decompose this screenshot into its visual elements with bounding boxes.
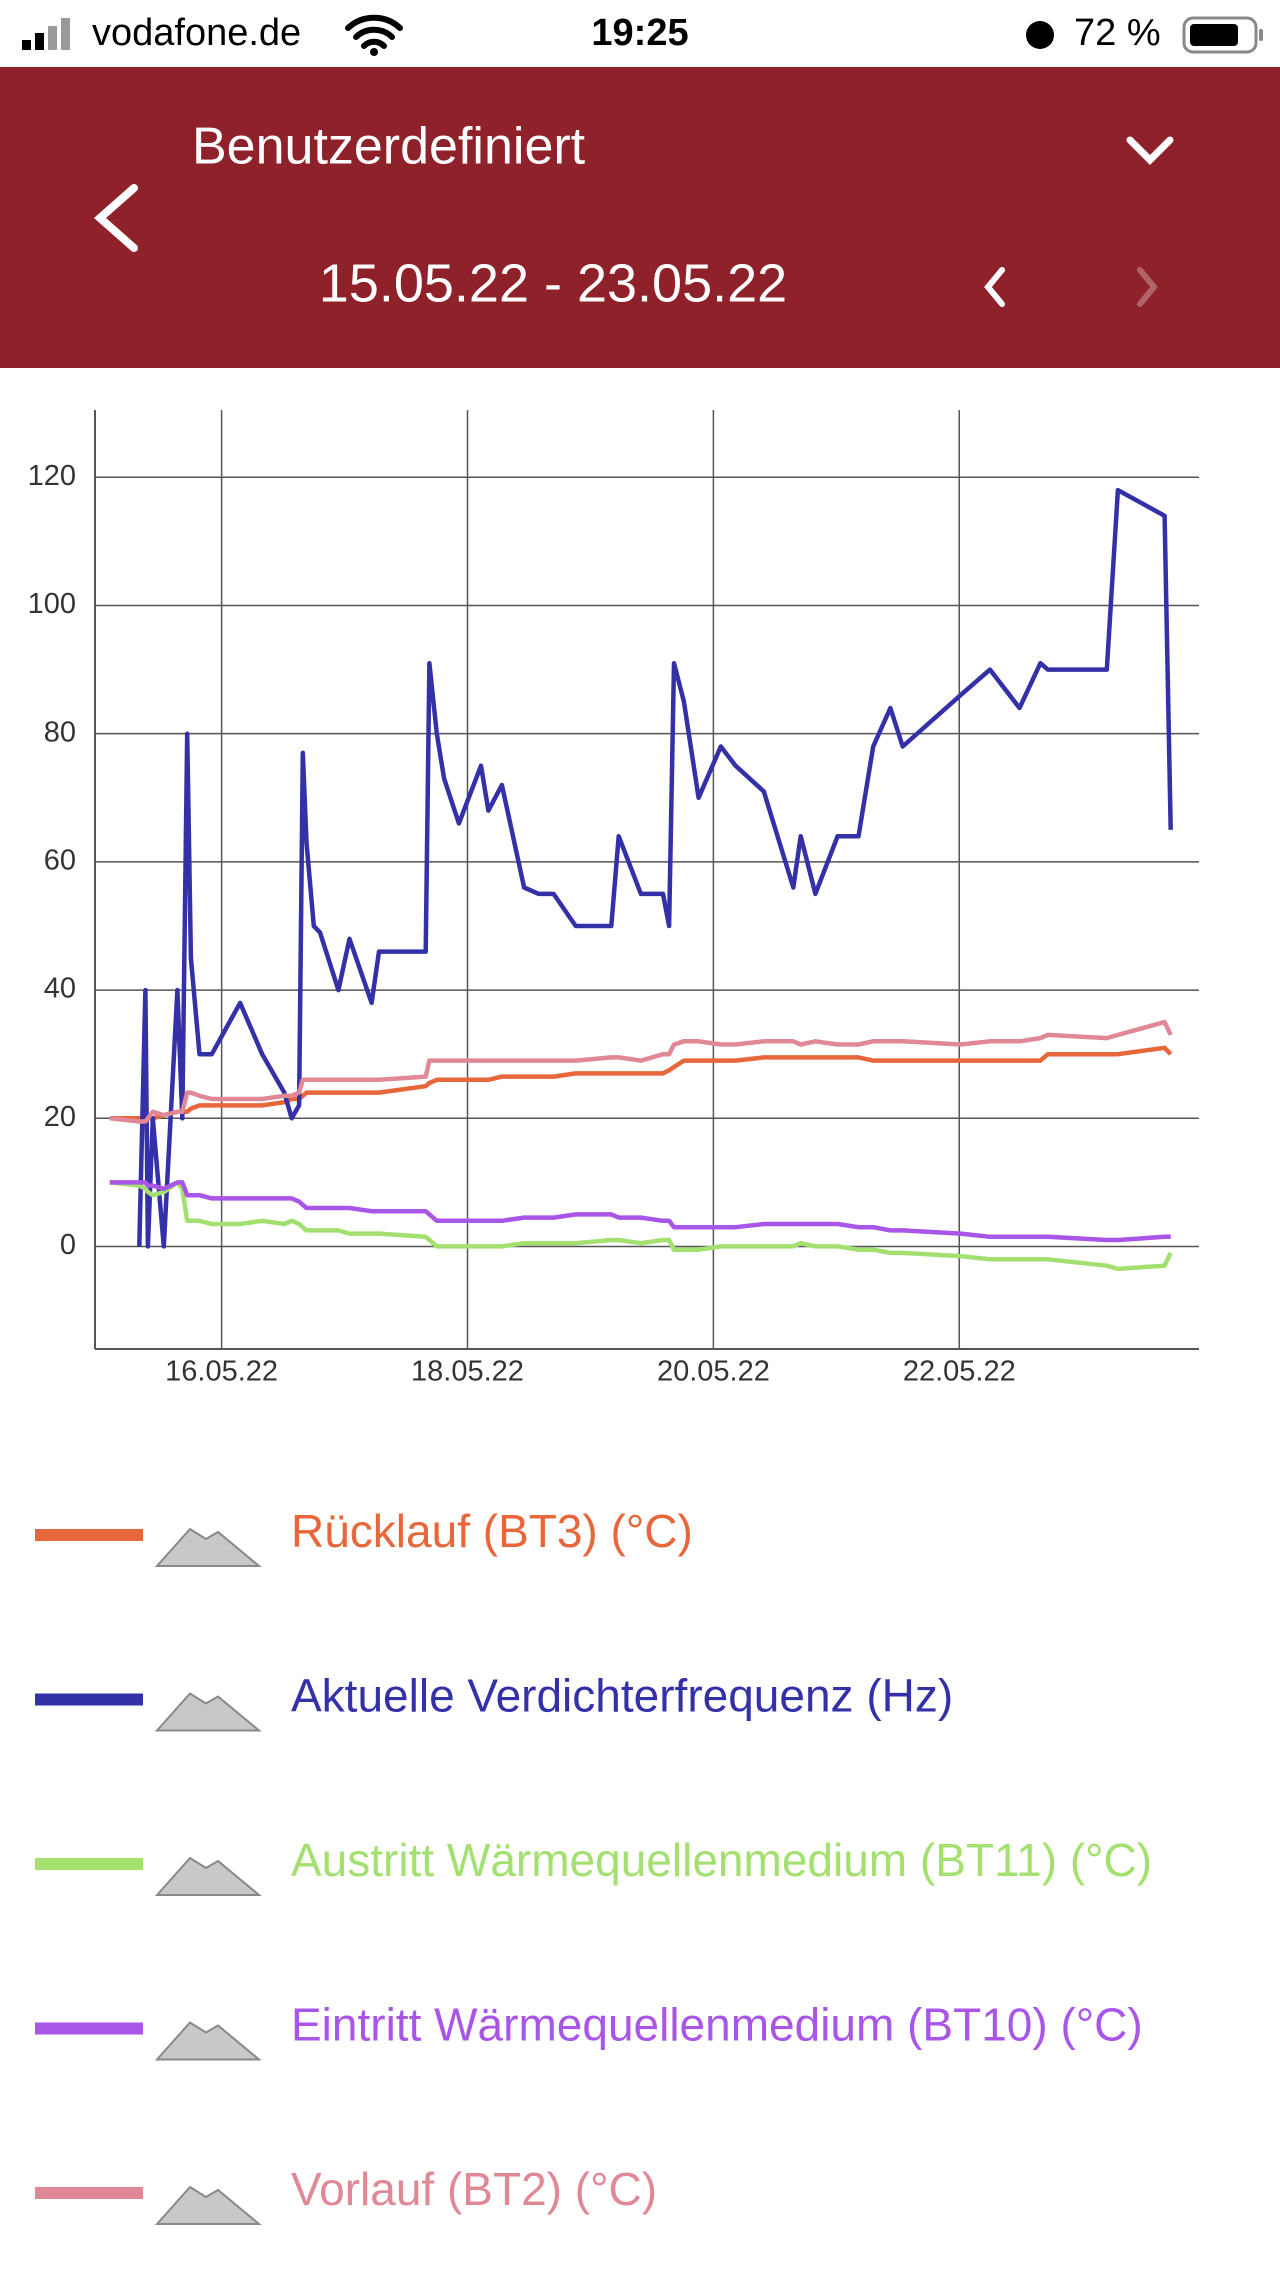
series-line [109,1019,1173,1124]
battery-tip [1259,29,1263,41]
y-tick-label: 100 [28,588,76,620]
series-line [109,1180,1171,1243]
carrier: vodafone.de [92,12,301,54]
legend-toggle-icon [154,1527,262,1567]
series-line [109,1045,1173,1121]
header [0,67,1280,368]
y-tick-label: 20 [44,1101,76,1133]
legend-toggle-icon [154,1692,262,1732]
y-tick-label: 80 [44,716,76,748]
legend-label: Aktuelle Verdichterfrequenz (Hz) [291,1670,953,1722]
series-line [109,1180,1173,1272]
signal-bar [35,33,44,50]
status-bar: vodafone.de 19:25 72 % [22,12,1263,56]
dropdown-button[interactable] [1126,136,1174,165]
battery-level [1190,24,1238,46]
next-button[interactable] [1137,267,1158,307]
x-tick-label: 16.05.22 [165,1356,278,1388]
battery-percent: 72 % [1074,12,1161,54]
y-tick-label: 0 [60,1229,76,1261]
x-tick-label: 22.05.22 [903,1356,1016,1388]
y-tick-label: 40 [44,973,76,1005]
previous-button[interactable] [984,267,1005,307]
legend-label: Austritt Wärmequellenmedium (BT11) (°C) [291,1834,1152,1886]
x-tick-label: 18.05.22 [411,1356,524,1388]
series-line [137,487,1173,1249]
legend-toggle-icon [154,2185,262,2225]
signal-bar [61,18,70,50]
plot: 0 20 40 60 80 100 120 16.05.22 18.05.22 20.05.22 2… [28,410,1199,1388]
date-range: 15.05.22 - 23.05.22 [319,253,787,313]
clock: 19:25 [591,12,688,54]
legend-toggle-icon [154,1856,262,1896]
legend-toggle-icon [154,2021,262,2061]
legend-label: Eintritt Wärmequellenmedium (BT10) (°C) [291,1999,1143,2051]
legend-label: Vorlauf (BT2) (°C) [291,2163,657,2215]
legend: Rücklauf (BT3) (°C) Aktuelle Verdichterfr… [35,1505,1152,2225]
y-tick-label: 60 [44,845,76,877]
y-tick-label: 120 [28,460,76,492]
wifi-icon [345,14,403,49]
alarm-icon [1026,21,1054,49]
back-button[interactable] [93,184,138,252]
header-title: Benutzerdefiniert [192,118,586,176]
signal-bar [22,40,31,50]
wifi-icon [370,48,378,56]
legend-label: Rücklauf (BT3) (°C) [291,1505,693,1557]
signal-bar [48,26,57,50]
x-tick-label: 20.05.22 [657,1356,770,1388]
battery-icon [1182,16,1258,54]
